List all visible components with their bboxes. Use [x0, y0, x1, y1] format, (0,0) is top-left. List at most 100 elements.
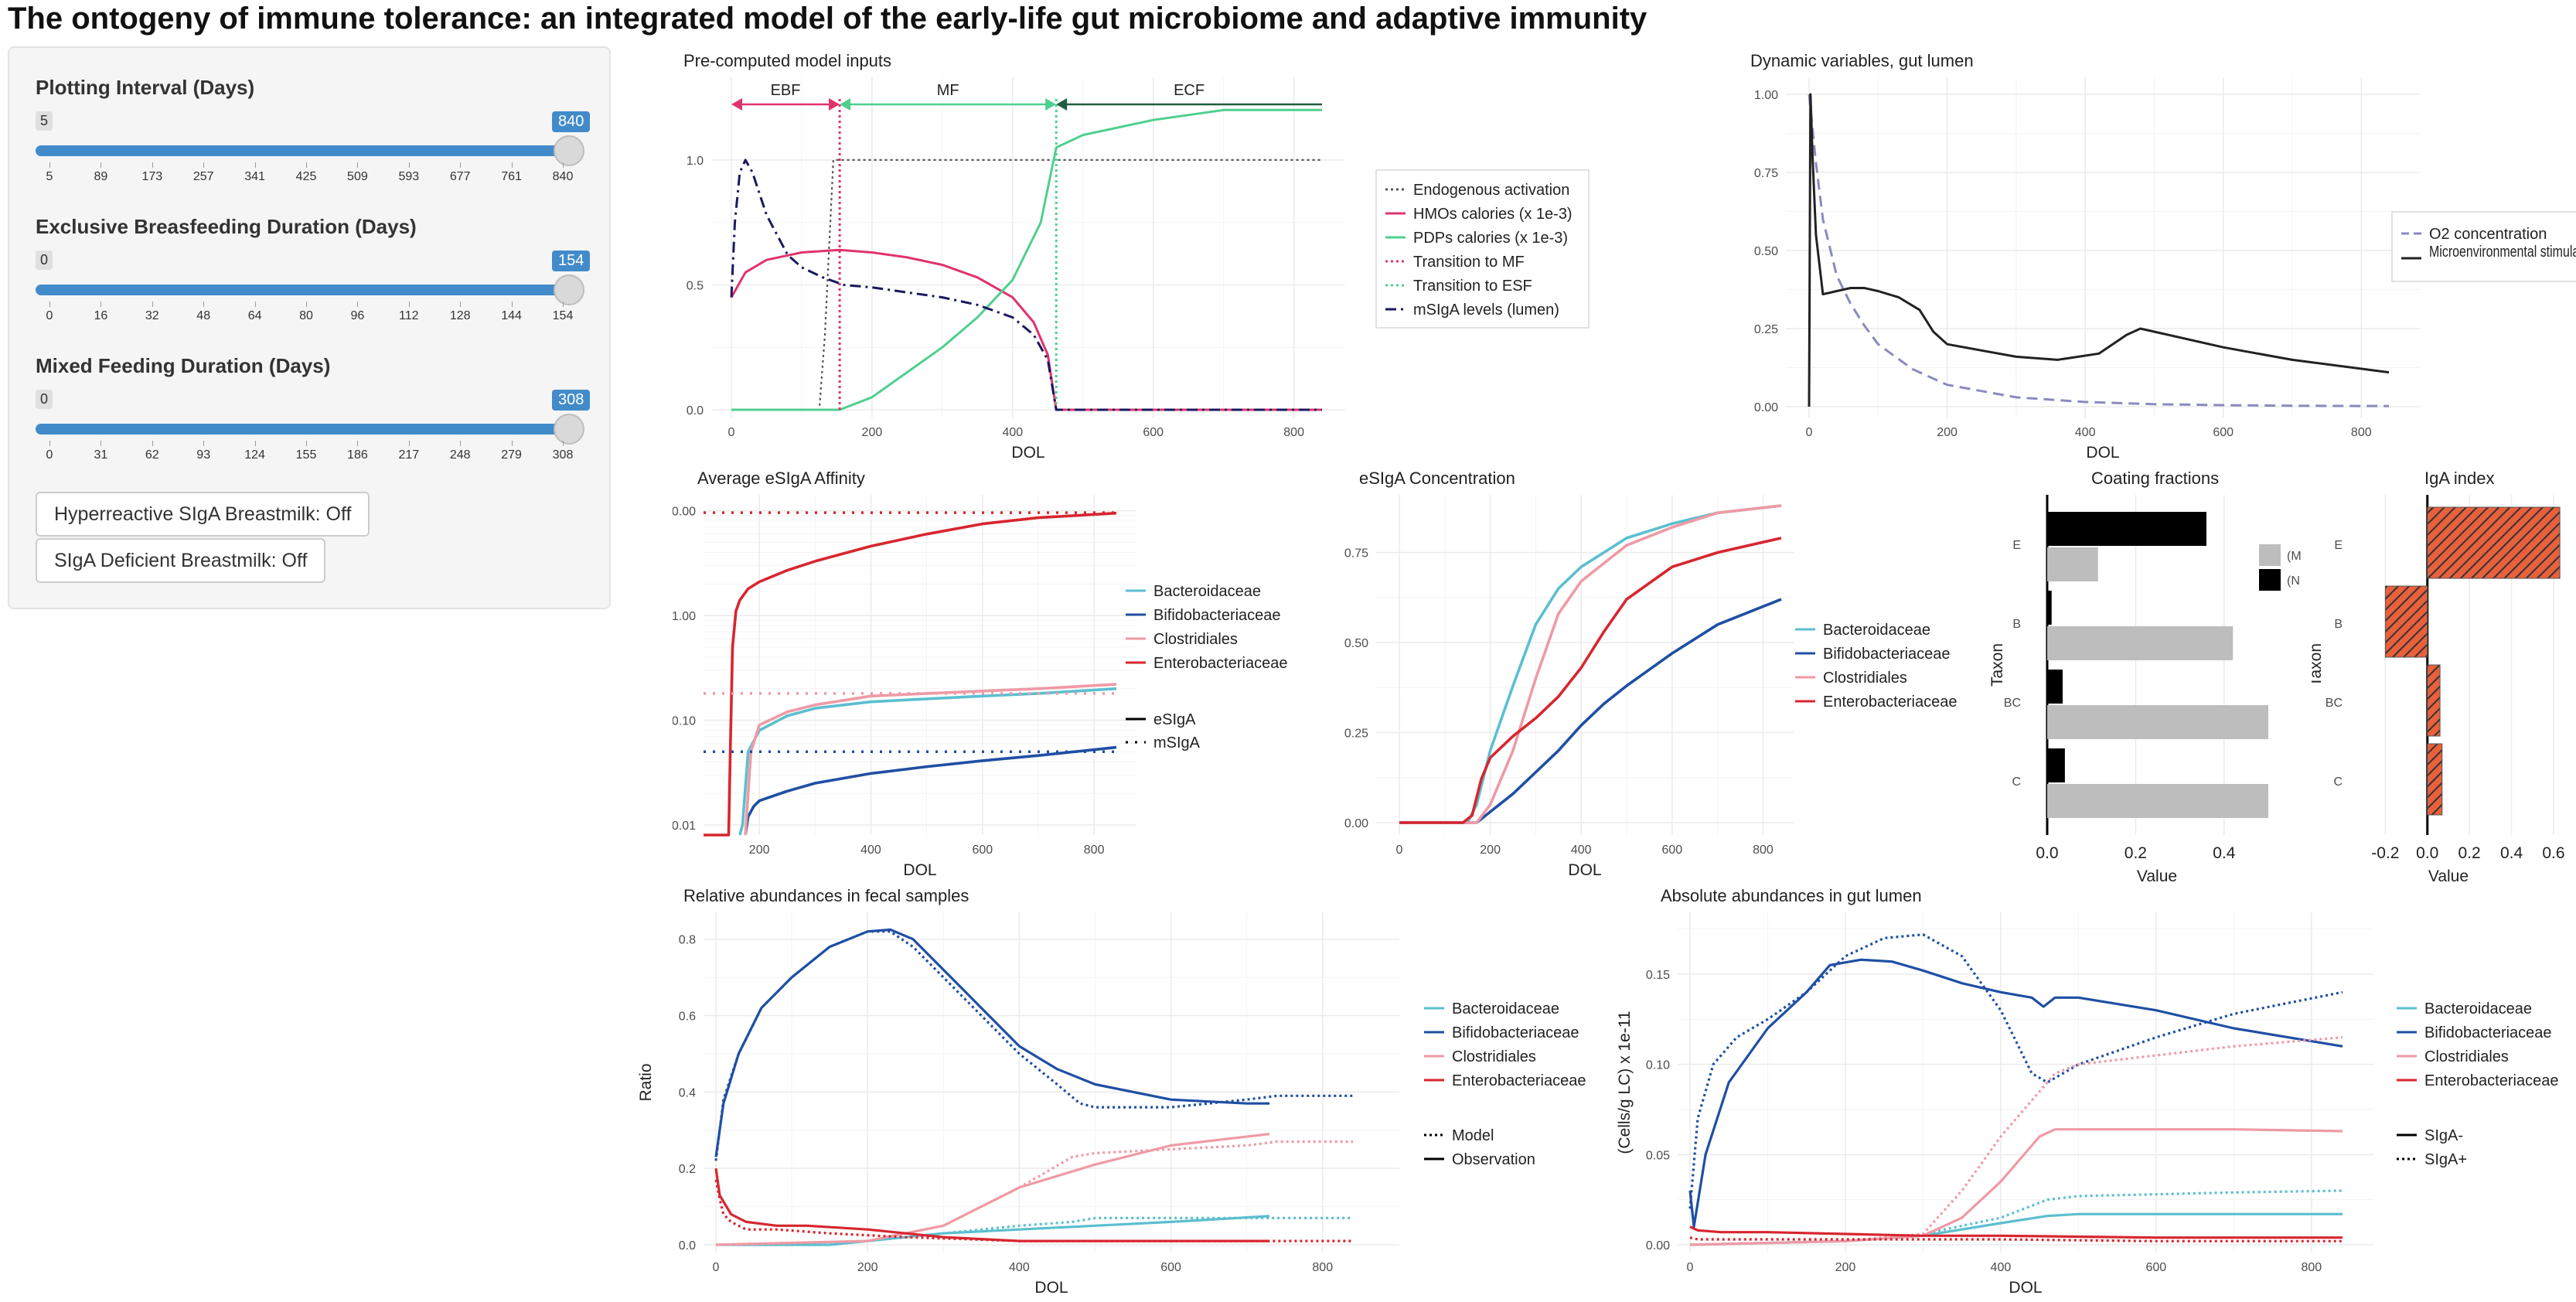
breastfeeding-duration-track[interactable] [36, 285, 577, 295]
mixed-feeding-duration-track[interactable] [36, 424, 577, 435]
slider-tick-mark [203, 162, 205, 168]
y-tick-label: 0.8 [679, 934, 696, 947]
slider-tick-mark [152, 162, 153, 168]
plotting-interval-value-badge: 840 [552, 111, 591, 132]
legend-box [1375, 169, 1590, 329]
siga-neg-line-bifidobacteriaceae [1688, 958, 2343, 1229]
mf-arrowhead-left [840, 98, 851, 111]
app-title: The ontogeny of immune tolerance: an int… [8, 2, 1647, 36]
x-tick-label: 800 [2301, 1261, 2322, 1274]
legend-entry-bifidobacteriaceae: Bifidobacteriaceae [2424, 1024, 2552, 1041]
ebf-arrowhead-left [731, 98, 742, 111]
bar-m [2047, 626, 2234, 660]
siga-deficient-toggle-button[interactable]: SIgA Deficient Breastmilk: Off [36, 538, 326, 583]
plot-title: IgA index [2424, 469, 2495, 488]
y-tick-label: C [2333, 775, 2343, 789]
slider-tick-label: 257 [193, 170, 214, 183]
pdp-calories-line [731, 108, 1322, 411]
slider-tick-mark [254, 302, 256, 307]
iga-index-bar [2427, 664, 2441, 737]
concentration-line-clostridiales [1399, 504, 1782, 824]
y-tick-label: 0.10 [673, 714, 696, 728]
hyperreactive-siga-toggle-button[interactable]: Hyperreactive SIgA Breastmilk: Off [36, 492, 370, 537]
y-tick-label: 0.10 [1646, 1059, 1670, 1072]
observation-line-bifidobacteriaceae [714, 928, 1270, 1157]
y-tick-label: B [2012, 618, 2021, 631]
slider-tick-label: 16 [94, 309, 108, 322]
bar-n [2047, 591, 2052, 625]
mixed-feeding-duration-handle[interactable] [554, 414, 584, 445]
slider-tick-label: 89 [94, 170, 108, 183]
x-tick-label: 800 [1283, 426, 1304, 439]
slider-tick-mark [306, 441, 307, 446]
esiga-affinity-plot: Average eSIgA Affinity 200 400 600 800 0.01 0.… [673, 464, 1322, 881]
breastfeeding-duration-handle[interactable] [554, 274, 584, 305]
bar-n [2047, 670, 2063, 704]
y-tick-label: 0.0 [679, 1239, 696, 1253]
x-tick-label: 600 [2213, 426, 2234, 439]
x-tick-label: 200 [857, 1261, 878, 1274]
absolute-abundances-plot: Absolute abundances in gut lumen 0 200 400 6… [1608, 881, 2576, 1302]
x-axis-label: Value [2428, 867, 2469, 881]
y-tick-label: E [2012, 539, 2021, 552]
y-axis-label: (Cells/g LC) x 1e-11 [1616, 1011, 1634, 1154]
slider-tick-label: 677 [449, 170, 471, 183]
x-axis-label: DOL [2009, 1279, 2042, 1297]
slider-tick-mark [49, 441, 50, 446]
slider-tick-mark [254, 162, 256, 168]
y-tick-label: E [2334, 539, 2343, 552]
x-tick-label: 800 [2351, 426, 2372, 439]
iga-index-plot: IgA index -0.2 0.0 0.2 0.4 0.6 E B BC C Taxon Valu… [2312, 464, 2576, 881]
legend-entry-siga-pos: SIgA+ [2424, 1151, 2467, 1168]
slider-tick-label: 248 [449, 448, 471, 462]
y-tick-label: 0.0 [687, 404, 704, 418]
breastfeeding-duration-min-badge: 0 [36, 251, 53, 270]
legend-entry: HMOs calories (x 1e-3) [1413, 206, 1573, 223]
y-tick-label: 0.00 [1344, 817, 1368, 830]
iga-index-bar [2427, 506, 2561, 579]
legend-entry-bacteroidaceae: Bacteroidaceae [2424, 1000, 2532, 1017]
x-tick-label: 0.2 [2458, 844, 2481, 862]
y-tick-label: 0.6 [679, 1011, 696, 1024]
slider-tick-label: 341 [244, 170, 265, 183]
breastfeeding-duration-ticks: 0 16 32 48 64 80 96 112 128 144 154 [36, 302, 577, 325]
y-tick-label: 1.00 [1754, 89, 1778, 102]
legend-entry-bacteroidaceae: Bacteroidaceae [1452, 1000, 1559, 1017]
y-axis-label: Taxon [2312, 643, 2325, 687]
legend-entry-enterobacteriaceae: Enterobacteriaceae [1823, 694, 1957, 711]
observation-line-clostridiales [715, 1133, 1270, 1246]
legend-entry: Transition to MF [1413, 254, 1525, 271]
plotting-interval-handle[interactable] [554, 135, 584, 166]
slider-tick-mark [152, 302, 153, 307]
legend-entry: mSIgA levels (lumen) [1413, 302, 1559, 319]
slider-tick-label: 64 [247, 309, 262, 322]
ebf-arrowhead-right [829, 98, 840, 111]
x-axis-label: DOL [1034, 1279, 1068, 1297]
model-line-enterobacteriaceae [714, 1179, 1353, 1242]
legend-entry-observation: Observation [1452, 1151, 1535, 1168]
slider-tick-label: 48 [196, 309, 211, 322]
x-axis-label: DOL [1568, 861, 1601, 879]
siga-pos-line-bacteroidaceae [1689, 1189, 2343, 1246]
x-axis-label: DOL [903, 861, 936, 879]
esiga-affinity-line [744, 683, 1117, 836]
slider-tick-mark [408, 441, 410, 446]
slider-tick-label: 761 [501, 170, 522, 183]
phase-label-ecf: ECF [1174, 82, 1205, 99]
x-tick-label: 800 [1084, 844, 1105, 857]
y-axis-label: Ratio [637, 1063, 655, 1101]
x-axis-label: DOL [1011, 444, 1044, 462]
plotting-interval-track[interactable] [36, 145, 577, 156]
plot-title: Relative abundances in fecal samples [683, 886, 969, 905]
y-tick-label: 0.15 [1646, 969, 1670, 982]
relative-abundances-plot: Relative abundances in fecal samples 0 200… [634, 881, 1608, 1302]
x-tick-label: 0 [713, 1261, 720, 1274]
breastfeeding-duration-label: Exclusive Breasfeeding Duration (Days) [36, 215, 417, 238]
slider-tick-mark [306, 302, 307, 307]
x-tick-label: 0.4 [2213, 844, 2236, 862]
phase-label-ebf: EBF [771, 82, 801, 99]
dynamic-variables-plot: Dynamic variables, gut lumen 0 200 400 600 80… [1739, 46, 2576, 464]
x-axis-label: DOL [2086, 444, 2119, 462]
slider-tick-label: 96 [350, 309, 365, 322]
legend-entry-esiga: eSIgA [1153, 711, 1196, 728]
